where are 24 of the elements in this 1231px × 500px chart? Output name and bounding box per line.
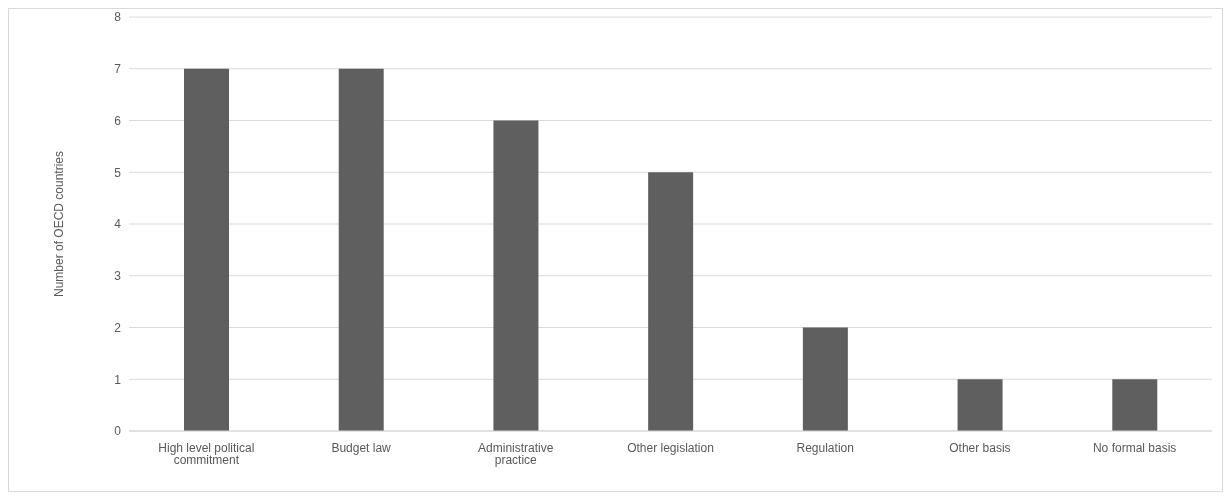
y-tick-label: 4 <box>114 217 122 232</box>
bar <box>493 120 539 431</box>
x-tick-label: High level political commitment <box>158 440 255 467</box>
x-tick-label: Administrative practice <box>478 440 554 467</box>
bar <box>338 68 384 431</box>
x-tick-label: Budget law <box>331 440 392 455</box>
y-tick-label: 5 <box>114 165 122 180</box>
bar <box>184 68 229 431</box>
bar <box>802 327 848 431</box>
x-tick-label: No formal basis <box>1092 440 1177 455</box>
x-tick-label: Other basis <box>949 440 1011 455</box>
y-axis-title: Number of OECD countries <box>52 150 67 298</box>
y-tick-label: 6 <box>114 113 122 128</box>
y-tick-label: 3 <box>114 269 122 284</box>
y-tick-label: 0 <box>114 424 122 439</box>
y-tick-label: 1 <box>114 372 122 387</box>
y-tick-label: 8 <box>114 10 122 25</box>
bar <box>1112 379 1158 431</box>
y-tick-label: 2 <box>114 320 122 335</box>
bar <box>648 172 694 431</box>
bar <box>957 379 1003 431</box>
x-tick-label: Other legislation <box>627 440 714 455</box>
x-tick-label: Regulation <box>796 440 854 455</box>
y-tick-label: 7 <box>114 62 122 77</box>
